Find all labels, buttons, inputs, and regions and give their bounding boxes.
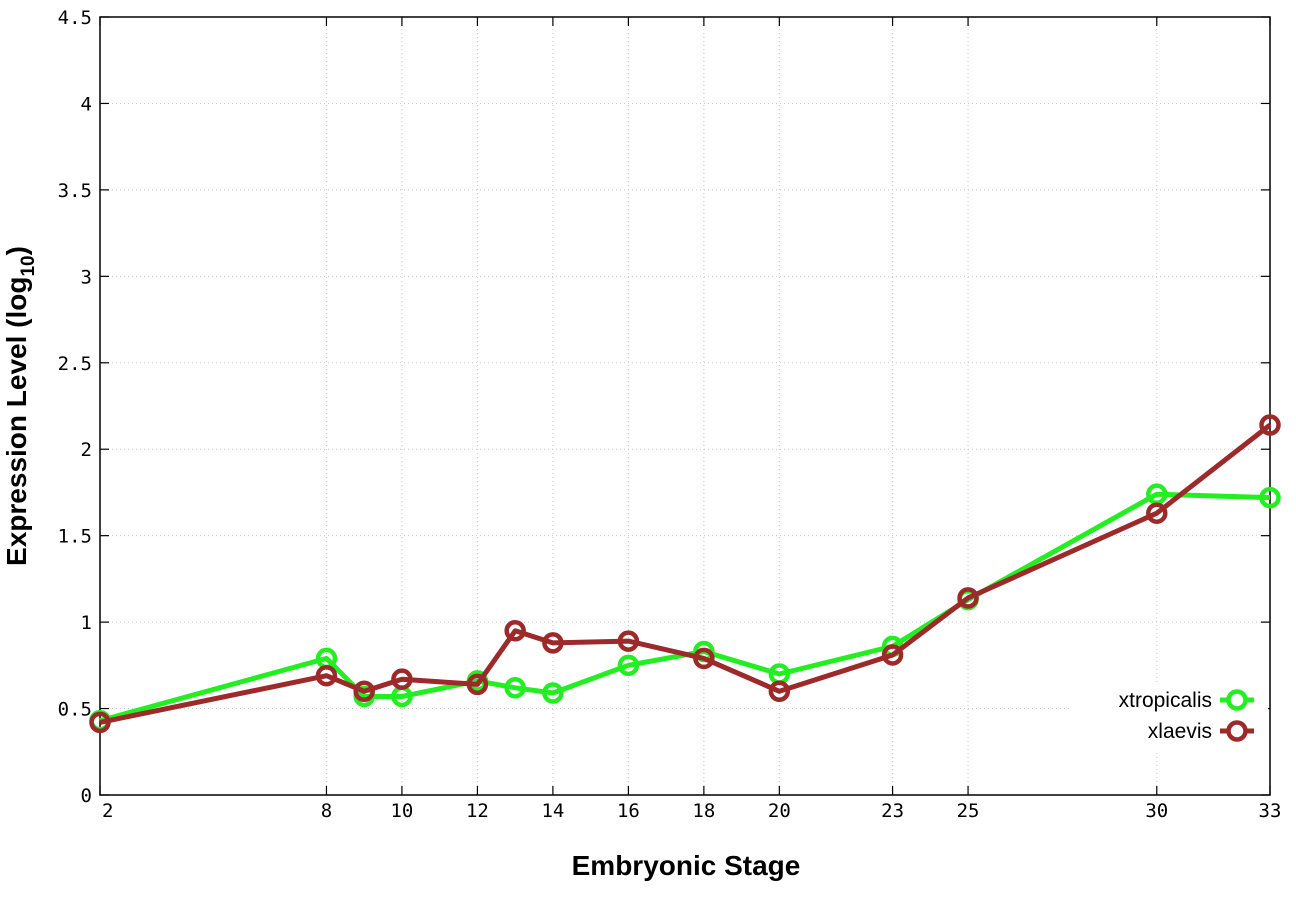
data-point-xlaevis — [881, 644, 904, 666]
x-tick-label: 14 — [541, 800, 564, 822]
y-axis-title-subscript: 10 — [18, 255, 39, 276]
x-tick-label: 20 — [768, 800, 791, 822]
data-point-xlaevis — [391, 668, 413, 690]
x-tick-label: 8 — [321, 800, 332, 822]
series-group — [89, 414, 1281, 734]
x-tick-label: 16 — [617, 800, 640, 822]
data-point-xlaevis — [353, 680, 375, 703]
y-tick-label: 3 — [81, 266, 92, 288]
legend-marker-xlaevis — [1226, 720, 1248, 742]
data-point-xlaevis — [1146, 502, 1168, 524]
grid — [100, 17, 1270, 795]
data-point-xlaevis — [957, 587, 979, 609]
x-tick-label: 25 — [957, 800, 980, 822]
y-tick-label: 4 — [81, 93, 92, 115]
y-axis-title-main: Expression Level (log — [1, 277, 32, 566]
data-point-xlaevis — [617, 630, 640, 652]
series-line-xlaevis — [99, 423, 1272, 725]
data-point-xlaevis — [89, 711, 111, 734]
y-axis-title-close: ) — [1, 246, 32, 255]
legend-label-xlaevis: xlaevis — [1148, 720, 1212, 743]
y-tick-label: 0.5 — [58, 699, 92, 721]
y-tick-label: 3.5 — [58, 180, 92, 202]
legend-marker-xtropicalis — [1226, 689, 1248, 711]
y-axis-title: Expression Level (log10) — [1, 246, 39, 566]
y-tick-label: 0 — [81, 785, 92, 807]
x-tick-label: 12 — [466, 800, 489, 822]
data-point-xlaevis — [1259, 414, 1281, 436]
data-point-xtropicalis — [504, 677, 526, 699]
data-point-xlaevis — [542, 632, 564, 654]
x-tick-label: 2 — [102, 800, 113, 822]
series-xlaevis — [89, 414, 1281, 734]
axis-ticks: 0 0.5 1 1.5 2 2.5 3 3.5 4 4.5 2 8 10 12 14 16 18 20 23 25 30… — [58, 7, 1282, 822]
data-point-xtropicalis — [617, 654, 640, 677]
legend-label-xtropicalis: xtropicalis — [1119, 689, 1212, 712]
data-point-xlaevis — [466, 673, 489, 696]
y-tick-label: 2.5 — [58, 353, 92, 375]
x-tick-label: 33 — [1259, 800, 1282, 822]
legend: xtropicalis xlaevis — [1119, 689, 1254, 743]
plot-frame — [99, 16, 1271, 796]
y-tick-label: 4.5 — [58, 7, 92, 29]
data-point-xlaevis — [693, 647, 715, 670]
y-tick-label: 2 — [81, 439, 92, 461]
data-point-xtropicalis — [1259, 486, 1281, 509]
x-axis-title: Embryonic Stage — [572, 850, 801, 881]
data-point-xlaevis — [768, 680, 791, 703]
x-tick-label: 23 — [881, 800, 904, 822]
y-tick-label: 1 — [81, 612, 92, 634]
data-point-xlaevis — [504, 620, 526, 642]
data-point-xlaevis — [315, 664, 338, 687]
x-tick-label: 30 — [1145, 800, 1168, 822]
data-point-xtropicalis — [542, 682, 564, 704]
x-tick-label: 10 — [390, 800, 413, 822]
x-tick-label: 18 — [692, 800, 715, 822]
y-tick-label: 1.5 — [58, 526, 92, 548]
